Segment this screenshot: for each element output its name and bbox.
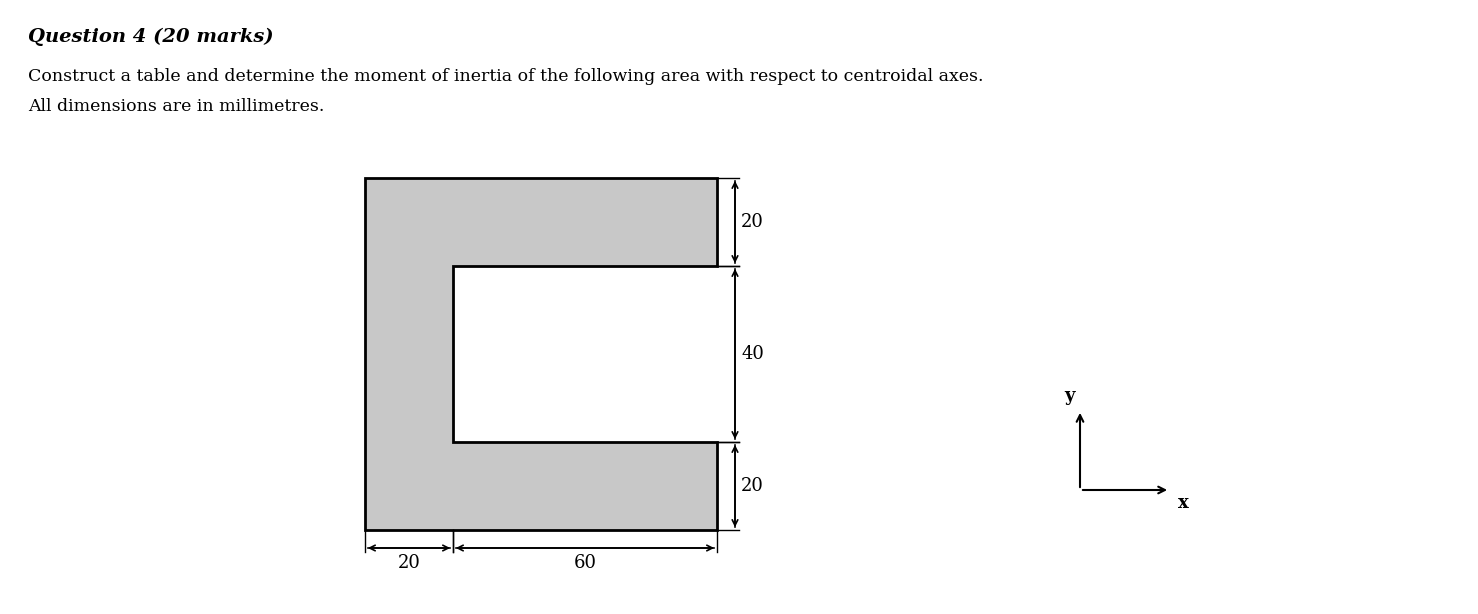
Text: 20: 20	[398, 554, 420, 572]
Text: x: x	[1178, 494, 1188, 512]
Text: 40: 40	[740, 345, 764, 363]
Text: 20: 20	[740, 213, 764, 231]
Text: All dimensions are in millimetres.: All dimensions are in millimetres.	[28, 98, 324, 115]
Text: 20: 20	[740, 477, 764, 495]
Polygon shape	[365, 178, 717, 530]
Text: Question 4 (20 marks): Question 4 (20 marks)	[28, 28, 273, 46]
Text: 60: 60	[573, 554, 597, 572]
Text: Construct a table and determine the moment of inertia of the following area with: Construct a table and determine the mome…	[28, 68, 983, 85]
Text: y: y	[1064, 387, 1076, 405]
